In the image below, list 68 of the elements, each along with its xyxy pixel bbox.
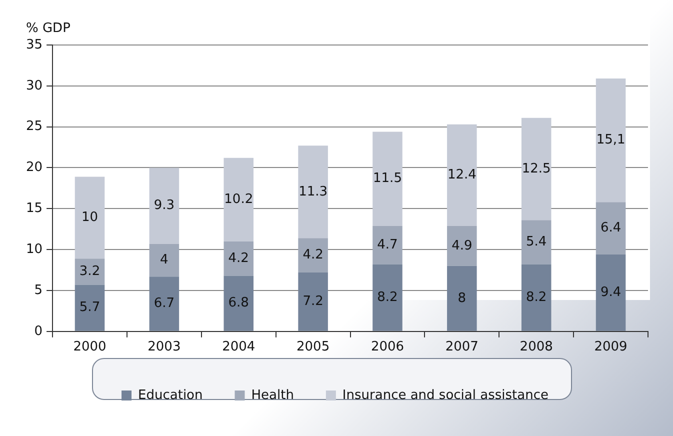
bar [447, 226, 477, 266]
x-tick-label: 2008 [520, 340, 553, 355]
bar [74, 176, 105, 259]
bar [149, 244, 180, 277]
data-label: 7.2 [302, 294, 324, 310]
bar [596, 202, 626, 254]
x-tick-label: 2004 [222, 340, 256, 355]
bar [372, 226, 402, 264]
bar [372, 264, 402, 331]
data-label: 15,1 [596, 132, 626, 148]
bar [149, 168, 180, 244]
y-tick-label: 10 [26, 242, 43, 257]
bar [224, 158, 254, 242]
x-tick-label: 2006 [370, 340, 404, 355]
data-label: 10.2 [224, 192, 254, 208]
bar [74, 258, 105, 285]
data-label: 4.9 [452, 238, 472, 254]
data-label: 8 [458, 290, 466, 306]
y-tick-label: 30 [26, 78, 43, 94]
data-label: 8.2 [526, 290, 547, 305]
data-label: 4 [160, 252, 168, 268]
data-label: 4.7 [377, 237, 398, 252]
y-axis-title: % GDP [26, 20, 71, 36]
x-tick-label: 2005 [296, 340, 330, 355]
bar [74, 284, 105, 331]
data-label: 12.4 [447, 167, 476, 182]
bar [521, 118, 552, 220]
bar [521, 220, 552, 264]
y-tick-label: 35 [26, 37, 43, 52]
bar [596, 78, 626, 202]
legend-label: Health [251, 388, 294, 403]
y-tick-label: 25 [26, 119, 43, 134]
x-tick-label: 2000 [73, 340, 106, 355]
data-label: 12.5 [522, 161, 551, 176]
bar [521, 264, 552, 331]
y-tick-label: 20 [26, 160, 43, 176]
data-label: 10 [81, 210, 98, 226]
x-tick-label: 2007 [445, 340, 478, 355]
bar [149, 276, 180, 331]
bar [596, 254, 626, 331]
y-tick-label: 5 [34, 282, 43, 298]
x-tick-label: 2003 [148, 340, 181, 355]
bar [372, 132, 402, 226]
bar [447, 124, 477, 226]
bar [298, 146, 328, 238]
data-label: 8.2 [377, 290, 398, 305]
data-label: 9.4 [600, 285, 622, 300]
bar [298, 272, 328, 331]
bar [224, 276, 254, 331]
data-label: 4.2 [228, 250, 249, 266]
y-tick-label: 15 [26, 201, 43, 216]
x-tick-label: 2009 [594, 340, 628, 355]
data-label: 4.2 [302, 248, 324, 263]
data-label: 6.7 [154, 296, 175, 312]
data-label: 6.8 [228, 296, 249, 311]
data-label: 9.3 [154, 198, 175, 214]
bar [447, 266, 477, 331]
data-label: 11.5 [373, 171, 402, 186]
bar [224, 241, 254, 276]
data-label: 3.2 [79, 264, 100, 280]
y-tick-label: 0 [34, 324, 43, 339]
data-label: 5.7 [79, 300, 100, 316]
legend-label: Education [138, 388, 203, 403]
data-label: 11.3 [298, 184, 328, 200]
data-label: 5.4 [526, 234, 547, 250]
bar [298, 238, 328, 272]
data-label: 6.4 [600, 220, 622, 236]
legend-label: Insurance and social assistance [342, 388, 548, 403]
